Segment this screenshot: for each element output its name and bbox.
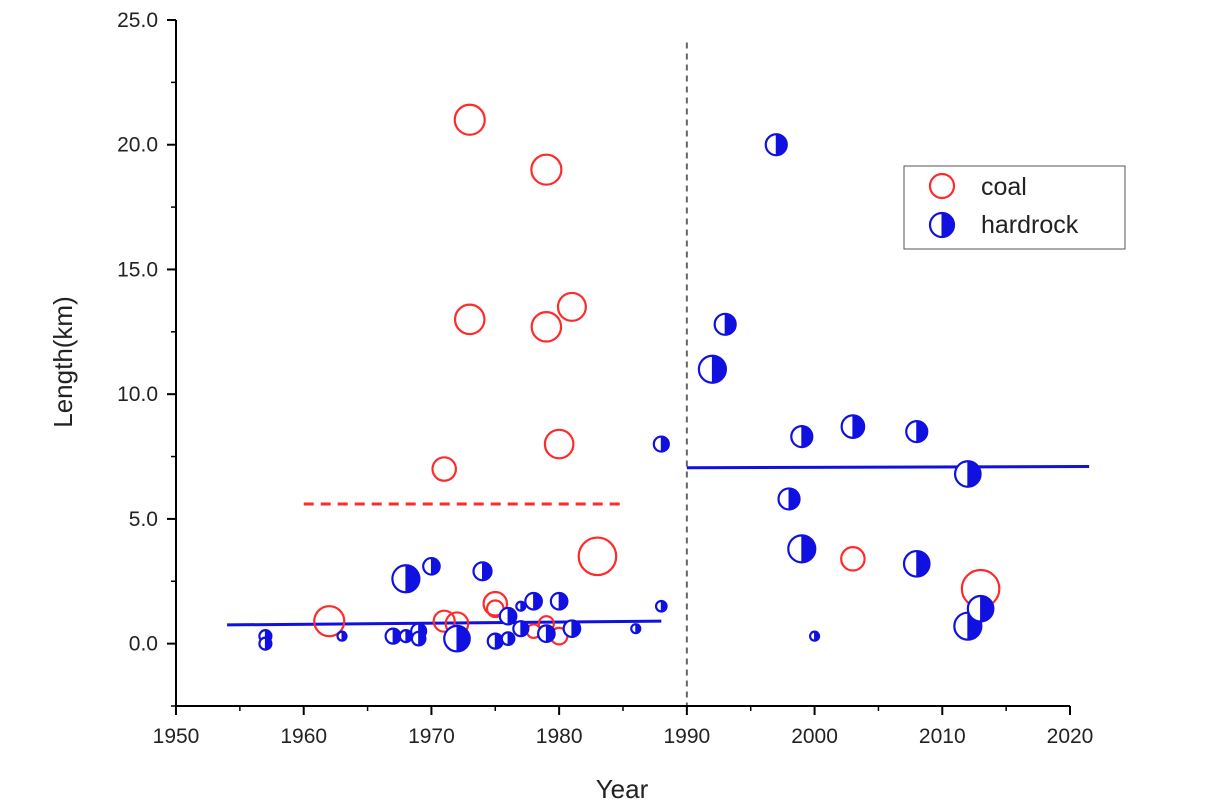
x-axis-title: Year <box>596 774 649 804</box>
hardrock-point <box>524 591 543 611</box>
hardrock-point <box>713 312 737 336</box>
hardrock-point <box>472 561 493 582</box>
hardrock-point <box>391 564 421 594</box>
hardrock-point <box>549 591 569 611</box>
x-tick-label: 1970 <box>408 725 455 748</box>
hardrock-point <box>398 629 413 644</box>
coal-point <box>313 605 346 638</box>
x-tick-label: 1990 <box>663 725 710 748</box>
coal-point <box>577 536 618 577</box>
hardrock-point <box>764 133 788 157</box>
coal-point <box>530 311 563 343</box>
legend: coal hardrock <box>903 165 1126 250</box>
y-tick-label: 0.0 <box>129 633 158 656</box>
plot-area <box>227 42 1090 706</box>
axes: 1950 1960 1970 1980 1990 2000 2010 2020 0.0 5.0 10… <box>117 9 1093 748</box>
hardrock-point <box>928 211 956 239</box>
coal-point <box>453 103 486 136</box>
hardrock-point <box>840 414 866 439</box>
coal-point <box>928 172 956 200</box>
x-tick-label: 2000 <box>791 725 838 748</box>
hardrock-point <box>336 630 348 642</box>
hardrock-point <box>808 630 821 642</box>
coal-point <box>431 456 457 482</box>
coal-point <box>556 291 587 322</box>
hardrock-point <box>787 534 817 564</box>
coal-point <box>482 590 509 617</box>
coal-point <box>543 428 575 460</box>
hardrock-point <box>654 599 668 613</box>
hardrock-mean-line <box>227 619 662 627</box>
hardrock-point <box>515 600 527 612</box>
legend-hardrock-marker <box>928 211 956 239</box>
hardrock-point <box>777 487 801 511</box>
legend-coal-marker <box>928 172 956 200</box>
x-tick-label: 1980 <box>536 725 583 748</box>
hardrock-point <box>384 627 402 645</box>
hardrock-point <box>652 435 670 453</box>
hardrock-point <box>902 549 931 578</box>
legend-hardrock-label: hardrock <box>981 211 1079 239</box>
coal-point <box>840 546 866 572</box>
y-tick-label: 25.0 <box>117 9 158 32</box>
coal-point <box>432 609 456 633</box>
hardrock-point <box>697 354 728 384</box>
hardrock-point <box>790 424 814 449</box>
hardrock-point <box>422 556 441 576</box>
hardrock-point <box>905 420 929 444</box>
x-tick-label: 1960 <box>280 725 327 748</box>
hardrock-mean-line <box>686 465 1090 470</box>
hardrock-point <box>537 624 556 644</box>
hardrock-point <box>443 624 471 653</box>
hardrock-point <box>498 606 518 626</box>
hardrock-point <box>258 636 273 651</box>
legend-coal-label: coal <box>981 173 1027 201</box>
x-tick-label: 2020 <box>1047 725 1094 748</box>
coal-point <box>530 153 563 186</box>
hardrock-point <box>512 620 530 638</box>
y-tick-label: 20.0 <box>117 134 158 157</box>
x-tick-label: 1950 <box>153 725 200 748</box>
y-tick-label: 10.0 <box>117 383 158 406</box>
hardrock-point <box>410 630 427 647</box>
y-axis-title: Length(km) <box>48 296 78 428</box>
hardrock-point <box>500 631 516 647</box>
y-tick-label: 15.0 <box>117 258 158 281</box>
hardrock-point <box>562 619 582 639</box>
coal-point <box>453 303 486 336</box>
x-tick-label: 2010 <box>919 725 966 748</box>
hardrock-point <box>953 460 982 488</box>
hardrock-point <box>486 632 504 650</box>
hardrock-point <box>630 623 642 635</box>
y-tick-label: 5.0 <box>129 508 158 531</box>
hardrock-point <box>966 594 995 623</box>
